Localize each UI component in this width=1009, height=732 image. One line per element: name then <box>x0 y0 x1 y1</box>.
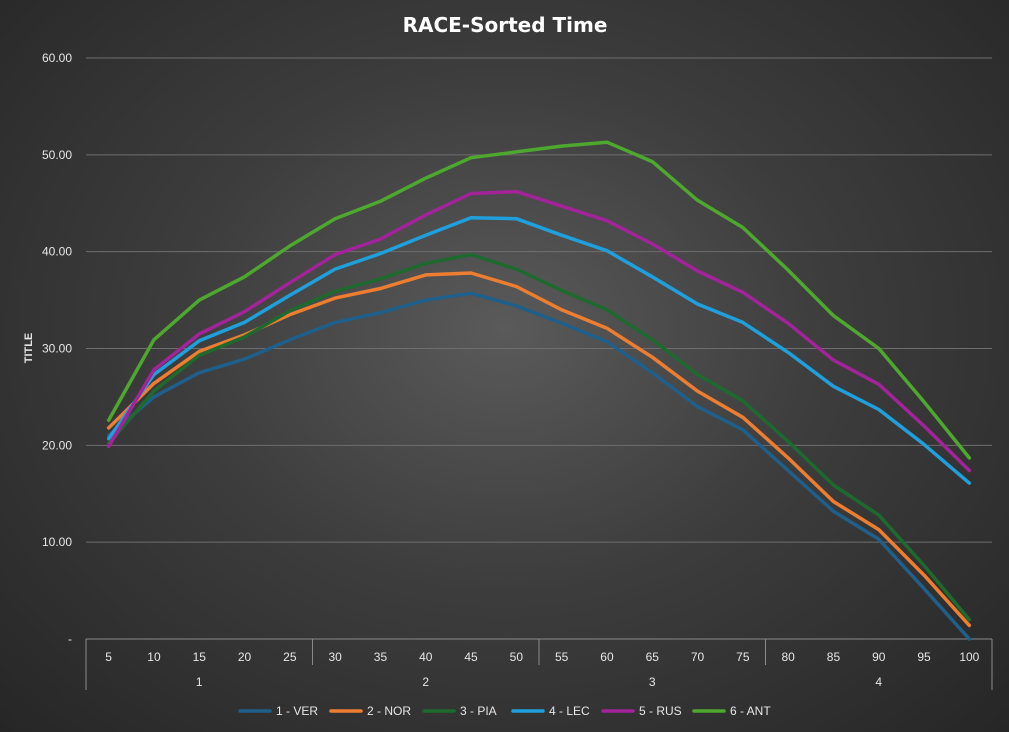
legend-label: 6 - ANT <box>730 704 771 718</box>
legend: 1 - VER 2 - NOR 3 - PIA 4 - LEC 5 - RUS 6 - A… <box>238 704 771 718</box>
x-tick-label: 60 <box>600 650 614 664</box>
legend-label: 4 - LEC <box>549 704 590 718</box>
x-tick-label: 10 <box>147 650 161 664</box>
x-tick-label: 25 <box>283 650 297 664</box>
x-tick-label: 65 <box>646 650 660 664</box>
x-tick-label: 95 <box>917 650 931 664</box>
series-lines <box>106 140 972 641</box>
y-tick-label: 20.00 <box>42 438 72 452</box>
x-group-label: 3 <box>649 675 656 689</box>
y-tick-label: 50.00 <box>42 148 72 162</box>
legend-label: 1 - VER <box>276 704 318 718</box>
y-axis-title: TITLE <box>23 333 35 364</box>
series-line-1 <box>106 291 972 641</box>
y-tick-label: 10.00 <box>42 535 72 549</box>
legend-label: 2 - NOR <box>367 704 411 718</box>
y-tick-label: 30.00 <box>42 342 72 356</box>
y-tick-label: 60.00 <box>42 51 72 65</box>
x-group-label: 2 <box>422 675 429 689</box>
y-tick-label: - <box>68 632 72 646</box>
x-tick-label: 45 <box>464 650 478 664</box>
legend-label: 3 - PIA <box>460 704 497 718</box>
x-axis: 5 10 15 20 25 30 35 40 45 50 55 60 65 70 75 80 85 90 95 100… <box>85 638 993 690</box>
x-tick-label: 20 <box>238 650 252 664</box>
x-tick-label: 5 <box>105 650 112 664</box>
chart-title: RACE-Sorted Time <box>403 13 608 37</box>
x-tick-label: 30 <box>328 650 342 664</box>
x-tick-label: 70 <box>691 650 705 664</box>
x-tick-label: 35 <box>374 650 388 664</box>
x-group-label: 4 <box>875 675 882 689</box>
x-tick-label: 50 <box>510 650 524 664</box>
x-tick-label: 85 <box>827 650 841 664</box>
x-tick-label: 15 <box>193 650 207 664</box>
x-tick-label: 75 <box>736 650 750 664</box>
x-tick-label: 55 <box>555 650 569 664</box>
series-line-5 <box>106 189 972 473</box>
gridlines <box>86 57 992 543</box>
x-tick-label: 90 <box>872 650 886 664</box>
x-tick-label: 100 <box>959 650 979 664</box>
x-tick-label: 80 <box>781 650 795 664</box>
series-line-4 <box>106 216 972 485</box>
series-line-3 <box>106 252 972 622</box>
series-line-6 <box>106 140 972 460</box>
x-group-label: 1 <box>196 675 203 689</box>
legend-label: 5 - RUS <box>639 704 682 718</box>
y-axis-tick-labels: - 10.00 20.00 30.00 40.00 50.00 60.00 <box>42 51 72 646</box>
x-tick-label: 40 <box>419 650 433 664</box>
y-tick-label: 40.00 <box>42 245 72 259</box>
